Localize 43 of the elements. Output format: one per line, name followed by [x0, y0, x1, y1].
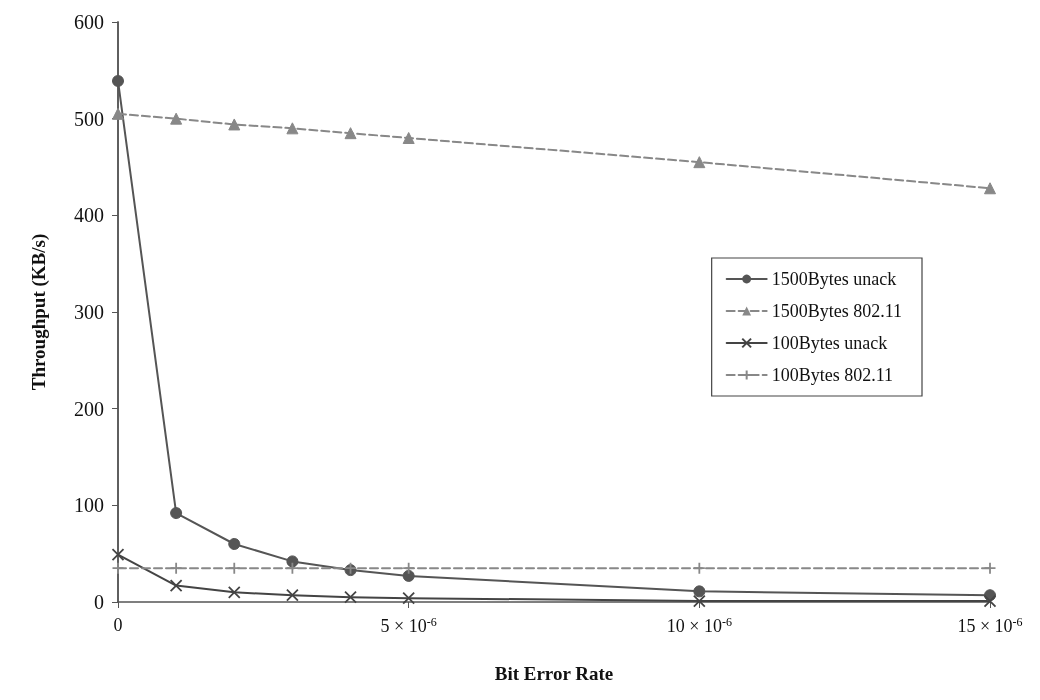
point — [286, 561, 299, 575]
point — [169, 561, 183, 575]
point — [692, 594, 706, 608]
point — [402, 561, 416, 575]
point — [402, 591, 416, 605]
y-tick-label: 600 — [74, 11, 104, 33]
point — [402, 132, 415, 144]
y-tick-label: 500 — [74, 107, 104, 130]
point — [228, 538, 241, 550]
y-tick-label: 300 — [74, 301, 104, 323]
point — [286, 588, 299, 602]
point — [227, 561, 241, 575]
legend-label: 100Bytes unack — [771, 333, 888, 353]
point — [983, 561, 997, 575]
point — [693, 156, 706, 169]
y-tick-label: 200 — [74, 397, 104, 420]
point — [692, 561, 706, 575]
point — [170, 507, 183, 520]
point — [112, 74, 124, 87]
point — [693, 585, 706, 598]
point — [286, 555, 299, 568]
point — [286, 122, 299, 135]
point — [227, 585, 241, 599]
point — [344, 127, 357, 140]
point — [344, 590, 357, 604]
point — [111, 548, 125, 562]
point — [983, 594, 997, 608]
legend-label: 1500Bytes 802.11 — [771, 301, 903, 321]
x-tick-label: 0 — [113, 615, 123, 635]
legend-label: 1500Bytes unack — [771, 269, 897, 289]
y-tick-label: 100 — [74, 494, 104, 517]
point — [169, 579, 183, 592]
point — [402, 569, 415, 582]
y-axis-title: Throughput (KB/s) — [28, 233, 50, 391]
y-tick-label: 0 — [94, 591, 104, 613]
point — [170, 112, 183, 125]
point — [111, 561, 125, 575]
y-tick-label: 400 — [74, 204, 104, 227]
point — [228, 118, 241, 131]
legend-label: 100Bytes 802.11 — [771, 365, 894, 385]
x-axis-title: Bit Error Rate — [494, 663, 614, 684]
point — [112, 107, 124, 120]
point — [984, 182, 996, 195]
